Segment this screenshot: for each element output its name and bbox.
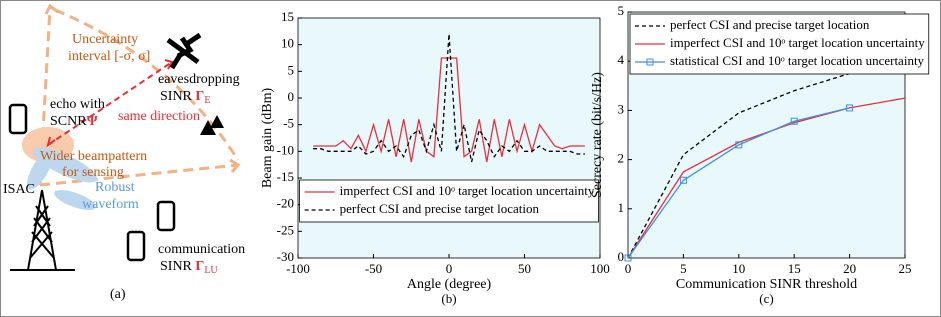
legend-label: perfect CSI and precise target location bbox=[670, 17, 870, 32]
y-tick-label: 10 bbox=[281, 36, 294, 51]
x-tick-label: -100 bbox=[286, 261, 310, 276]
subscript: E bbox=[204, 95, 210, 106]
drone-icon bbox=[166, 32, 202, 70]
comm-beam bbox=[27, 150, 53, 190]
x-axis-label: Angle (degree) bbox=[407, 277, 492, 292]
comm-beam bbox=[54, 190, 96, 210]
label: SINR bbox=[160, 259, 193, 274]
y-tick-label: 3 bbox=[618, 101, 625, 116]
y-tick-label: 0 bbox=[288, 89, 295, 104]
y-tick-label: 5 bbox=[618, 3, 625, 18]
caption: (c) bbox=[759, 291, 773, 306]
x-tick-label: 10 bbox=[732, 261, 745, 276]
tower bbox=[10, 189, 75, 271]
label: for sensing bbox=[62, 165, 124, 180]
sector bbox=[38, 7, 240, 187]
diagram: Uncertainty interval [-σ, σ] eavesdroppi… bbox=[3, 3, 245, 302]
label: Wider beampattern bbox=[40, 149, 147, 164]
label: SINR ΓLU bbox=[160, 259, 218, 276]
x-tick-label: 5 bbox=[680, 261, 687, 276]
y-axis-label: Secrecy rate (bit/s/Hz) bbox=[590, 72, 605, 198]
x-tick-label: 50 bbox=[518, 261, 531, 276]
legend-label: imperfect CSI and 10ᵒ target location un… bbox=[670, 35, 925, 50]
x-tick-label: -50 bbox=[365, 261, 382, 276]
y-tick-label: -30 bbox=[277, 249, 294, 264]
legend: imperfect CSI and 10ᵒ target location un… bbox=[299, 179, 599, 223]
x-tick-label: 20 bbox=[843, 261, 856, 276]
marker bbox=[735, 141, 743, 149]
label: interval [-σ, σ] bbox=[68, 49, 150, 64]
y-tick-label: 0 bbox=[618, 249, 625, 264]
y-tick-label: 2 bbox=[618, 151, 625, 166]
symbol: Γ bbox=[195, 259, 204, 274]
phone-icon bbox=[126, 230, 146, 262]
legend-marker bbox=[646, 58, 654, 66]
line bbox=[313, 33, 585, 163]
label: Robust bbox=[95, 180, 135, 195]
legend-label: imperfect CSI and 10ᵒ target location un… bbox=[340, 183, 595, 198]
legend-label: statistical CSI and 10ᵒ target location … bbox=[670, 53, 925, 68]
marker bbox=[846, 104, 854, 112]
marker bbox=[679, 176, 687, 184]
caption: (b) bbox=[441, 291, 456, 306]
y-tick-label: -10 bbox=[277, 142, 294, 157]
y-tick-label: 4 bbox=[618, 52, 625, 67]
x-tick-label: 25 bbox=[899, 261, 912, 276]
arrow-heads bbox=[44, 3, 241, 173]
y-tick-label: 15 bbox=[281, 9, 294, 24]
subscript: LU bbox=[204, 265, 218, 276]
label: eavesdropping bbox=[158, 72, 240, 87]
x-tick-label: 0 bbox=[625, 261, 632, 276]
y-tick-label: -25 bbox=[277, 222, 294, 237]
label: same direction bbox=[118, 109, 200, 124]
label: SCNR bbox=[50, 114, 87, 129]
y-tick-label: 5 bbox=[288, 62, 295, 77]
label: Uncertainty bbox=[72, 32, 138, 47]
legend-box bbox=[629, 13, 930, 75]
y-axis-label: Beam gain (dBm) bbox=[260, 88, 275, 189]
label: waveform bbox=[82, 197, 139, 212]
label: SCNRΨ bbox=[50, 114, 98, 129]
line bbox=[313, 57, 585, 163]
arrow-heads bbox=[46, 59, 174, 148]
label: SINR ΓE bbox=[160, 89, 210, 106]
y-tick-label: -20 bbox=[277, 196, 294, 211]
y-tick-label: 1 bbox=[618, 200, 625, 215]
echo-arrow bbox=[47, 61, 173, 146]
y-tick-label: -5 bbox=[283, 116, 294, 131]
target-icon bbox=[200, 115, 224, 135]
caption: (a) bbox=[110, 287, 126, 302]
legend-box bbox=[299, 179, 599, 223]
legend-label: perfect CSI and precise target location bbox=[340, 201, 540, 216]
symbol: Ψ bbox=[87, 114, 98, 129]
marker bbox=[790, 117, 798, 125]
label: echo with bbox=[50, 97, 105, 112]
x-axis-label: Communication SINR threshold bbox=[676, 277, 857, 292]
x-tick-label: 100 bbox=[590, 261, 610, 276]
symbol: Γ bbox=[195, 89, 204, 104]
y-tick-label: -15 bbox=[277, 169, 294, 184]
line bbox=[627, 107, 850, 259]
legend: perfect CSI and precise target location i… bbox=[629, 13, 930, 75]
label: communication bbox=[158, 242, 245, 257]
label: ISAC bbox=[3, 182, 35, 197]
marker bbox=[624, 254, 632, 262]
label: SINR bbox=[160, 89, 193, 104]
x-tick-label: 15 bbox=[788, 261, 801, 276]
phone-icon bbox=[156, 200, 176, 232]
phone-icon bbox=[8, 103, 28, 135]
x-tick-label: 0 bbox=[446, 261, 453, 276]
